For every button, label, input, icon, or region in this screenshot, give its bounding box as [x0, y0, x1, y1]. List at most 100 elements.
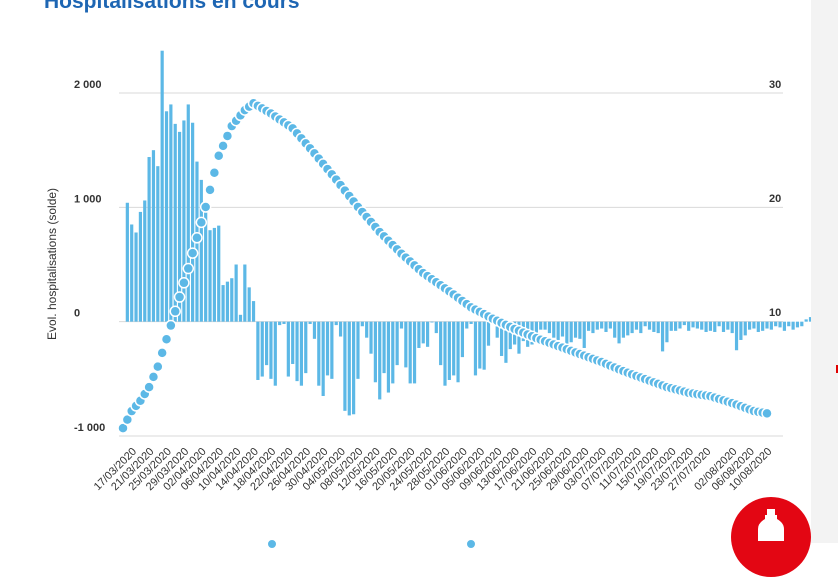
bar[interactable] [247, 287, 251, 322]
bar[interactable] [352, 321, 356, 415]
bar[interactable] [508, 321, 512, 350]
bar[interactable] [682, 321, 686, 326]
bar[interactable] [164, 111, 169, 322]
bar[interactable] [199, 179, 203, 322]
bar[interactable] [177, 131, 182, 322]
bar[interactable] [186, 104, 190, 322]
line-point[interactable] [160, 333, 173, 345]
bar[interactable] [160, 50, 164, 322]
bar[interactable] [317, 321, 321, 386]
bar[interactable] [782, 321, 787, 331]
bar[interactable] [204, 211, 208, 322]
bar[interactable] [299, 321, 304, 386]
bar[interactable] [604, 321, 608, 332]
bar[interactable] [256, 321, 260, 380]
bar[interactable] [713, 321, 717, 332]
bar[interactable] [291, 321, 295, 364]
bar[interactable] [230, 278, 234, 322]
bar[interactable] [243, 264, 247, 322]
bar[interactable] [382, 321, 386, 374]
bar[interactable] [621, 321, 626, 338]
line-point[interactable] [152, 360, 164, 373]
bar[interactable] [769, 321, 773, 330]
bar[interactable] [130, 224, 134, 322]
bar[interactable] [617, 321, 621, 344]
bar[interactable] [412, 321, 417, 384]
line-point[interactable] [186, 247, 199, 259]
line-point[interactable] [173, 291, 186, 303]
bar[interactable] [578, 321, 582, 339]
bar[interactable] [652, 321, 656, 332]
bar[interactable] [543, 321, 547, 330]
bar[interactable] [452, 321, 456, 376]
bar[interactable] [321, 321, 325, 396]
bar[interactable] [482, 321, 486, 370]
bar[interactable] [421, 321, 425, 344]
line-point[interactable] [156, 347, 168, 359]
bar[interactable] [269, 321, 273, 379]
bar[interactable] [391, 321, 395, 384]
bar[interactable] [573, 321, 578, 338]
bar[interactable] [765, 321, 769, 329]
bar[interactable] [169, 104, 173, 322]
line-point[interactable] [212, 149, 225, 162]
bar[interactable] [356, 321, 360, 379]
bar[interactable] [774, 321, 778, 327]
bar[interactable] [752, 321, 756, 329]
bar[interactable] [238, 314, 243, 322]
bar[interactable] [800, 321, 804, 327]
bar[interactable] [225, 281, 230, 322]
bar[interactable] [747, 321, 752, 330]
bar[interactable] [700, 321, 704, 330]
bar[interactable] [473, 321, 478, 376]
bar[interactable] [687, 321, 691, 331]
bar[interactable] [143, 200, 147, 322]
bar[interactable] [560, 321, 565, 337]
bar[interactable] [182, 120, 186, 322]
bar[interactable] [600, 321, 604, 329]
bar[interactable] [708, 321, 713, 331]
bar[interactable] [552, 321, 556, 338]
bar[interactable] [404, 321, 408, 368]
bar[interactable] [282, 321, 286, 324]
bar[interactable] [365, 321, 369, 338]
bar[interactable] [286, 321, 290, 377]
bar[interactable] [647, 321, 652, 330]
bar[interactable] [325, 321, 330, 376]
bar[interactable] [595, 321, 599, 330]
line-point[interactable] [217, 140, 229, 152]
bar[interactable] [556, 321, 560, 340]
line-point[interactable] [199, 201, 212, 213]
bar[interactable] [338, 321, 343, 337]
bar[interactable] [721, 321, 726, 332]
bar[interactable] [221, 285, 225, 322]
line-point[interactable] [178, 277, 190, 289]
bar[interactable] [304, 321, 308, 374]
bar[interactable] [134, 232, 138, 322]
bar[interactable] [425, 321, 430, 347]
line-point[interactable] [221, 130, 234, 142]
bar[interactable] [643, 321, 647, 327]
bar[interactable] [691, 321, 695, 328]
bar[interactable] [125, 202, 129, 322]
bar[interactable] [730, 321, 734, 334]
bar[interactable] [665, 321, 669, 343]
bar[interactable] [334, 321, 338, 326]
bar[interactable] [678, 321, 682, 329]
bar[interactable] [591, 321, 595, 334]
bar[interactable] [808, 317, 811, 322]
bar[interactable] [373, 321, 377, 383]
bar[interactable] [443, 321, 447, 386]
bar[interactable] [791, 321, 795, 330]
bar[interactable] [795, 321, 800, 328]
bar[interactable] [369, 321, 373, 354]
bar[interactable] [208, 230, 212, 322]
line-point[interactable] [169, 305, 181, 318]
legend-marker-line[interactable] [266, 538, 278, 550]
bar[interactable] [417, 321, 421, 348]
bar[interactable] [251, 301, 256, 322]
bar[interactable] [761, 321, 765, 331]
bar[interactable] [430, 321, 434, 323]
bar[interactable] [264, 321, 269, 366]
bar[interactable] [656, 321, 660, 334]
